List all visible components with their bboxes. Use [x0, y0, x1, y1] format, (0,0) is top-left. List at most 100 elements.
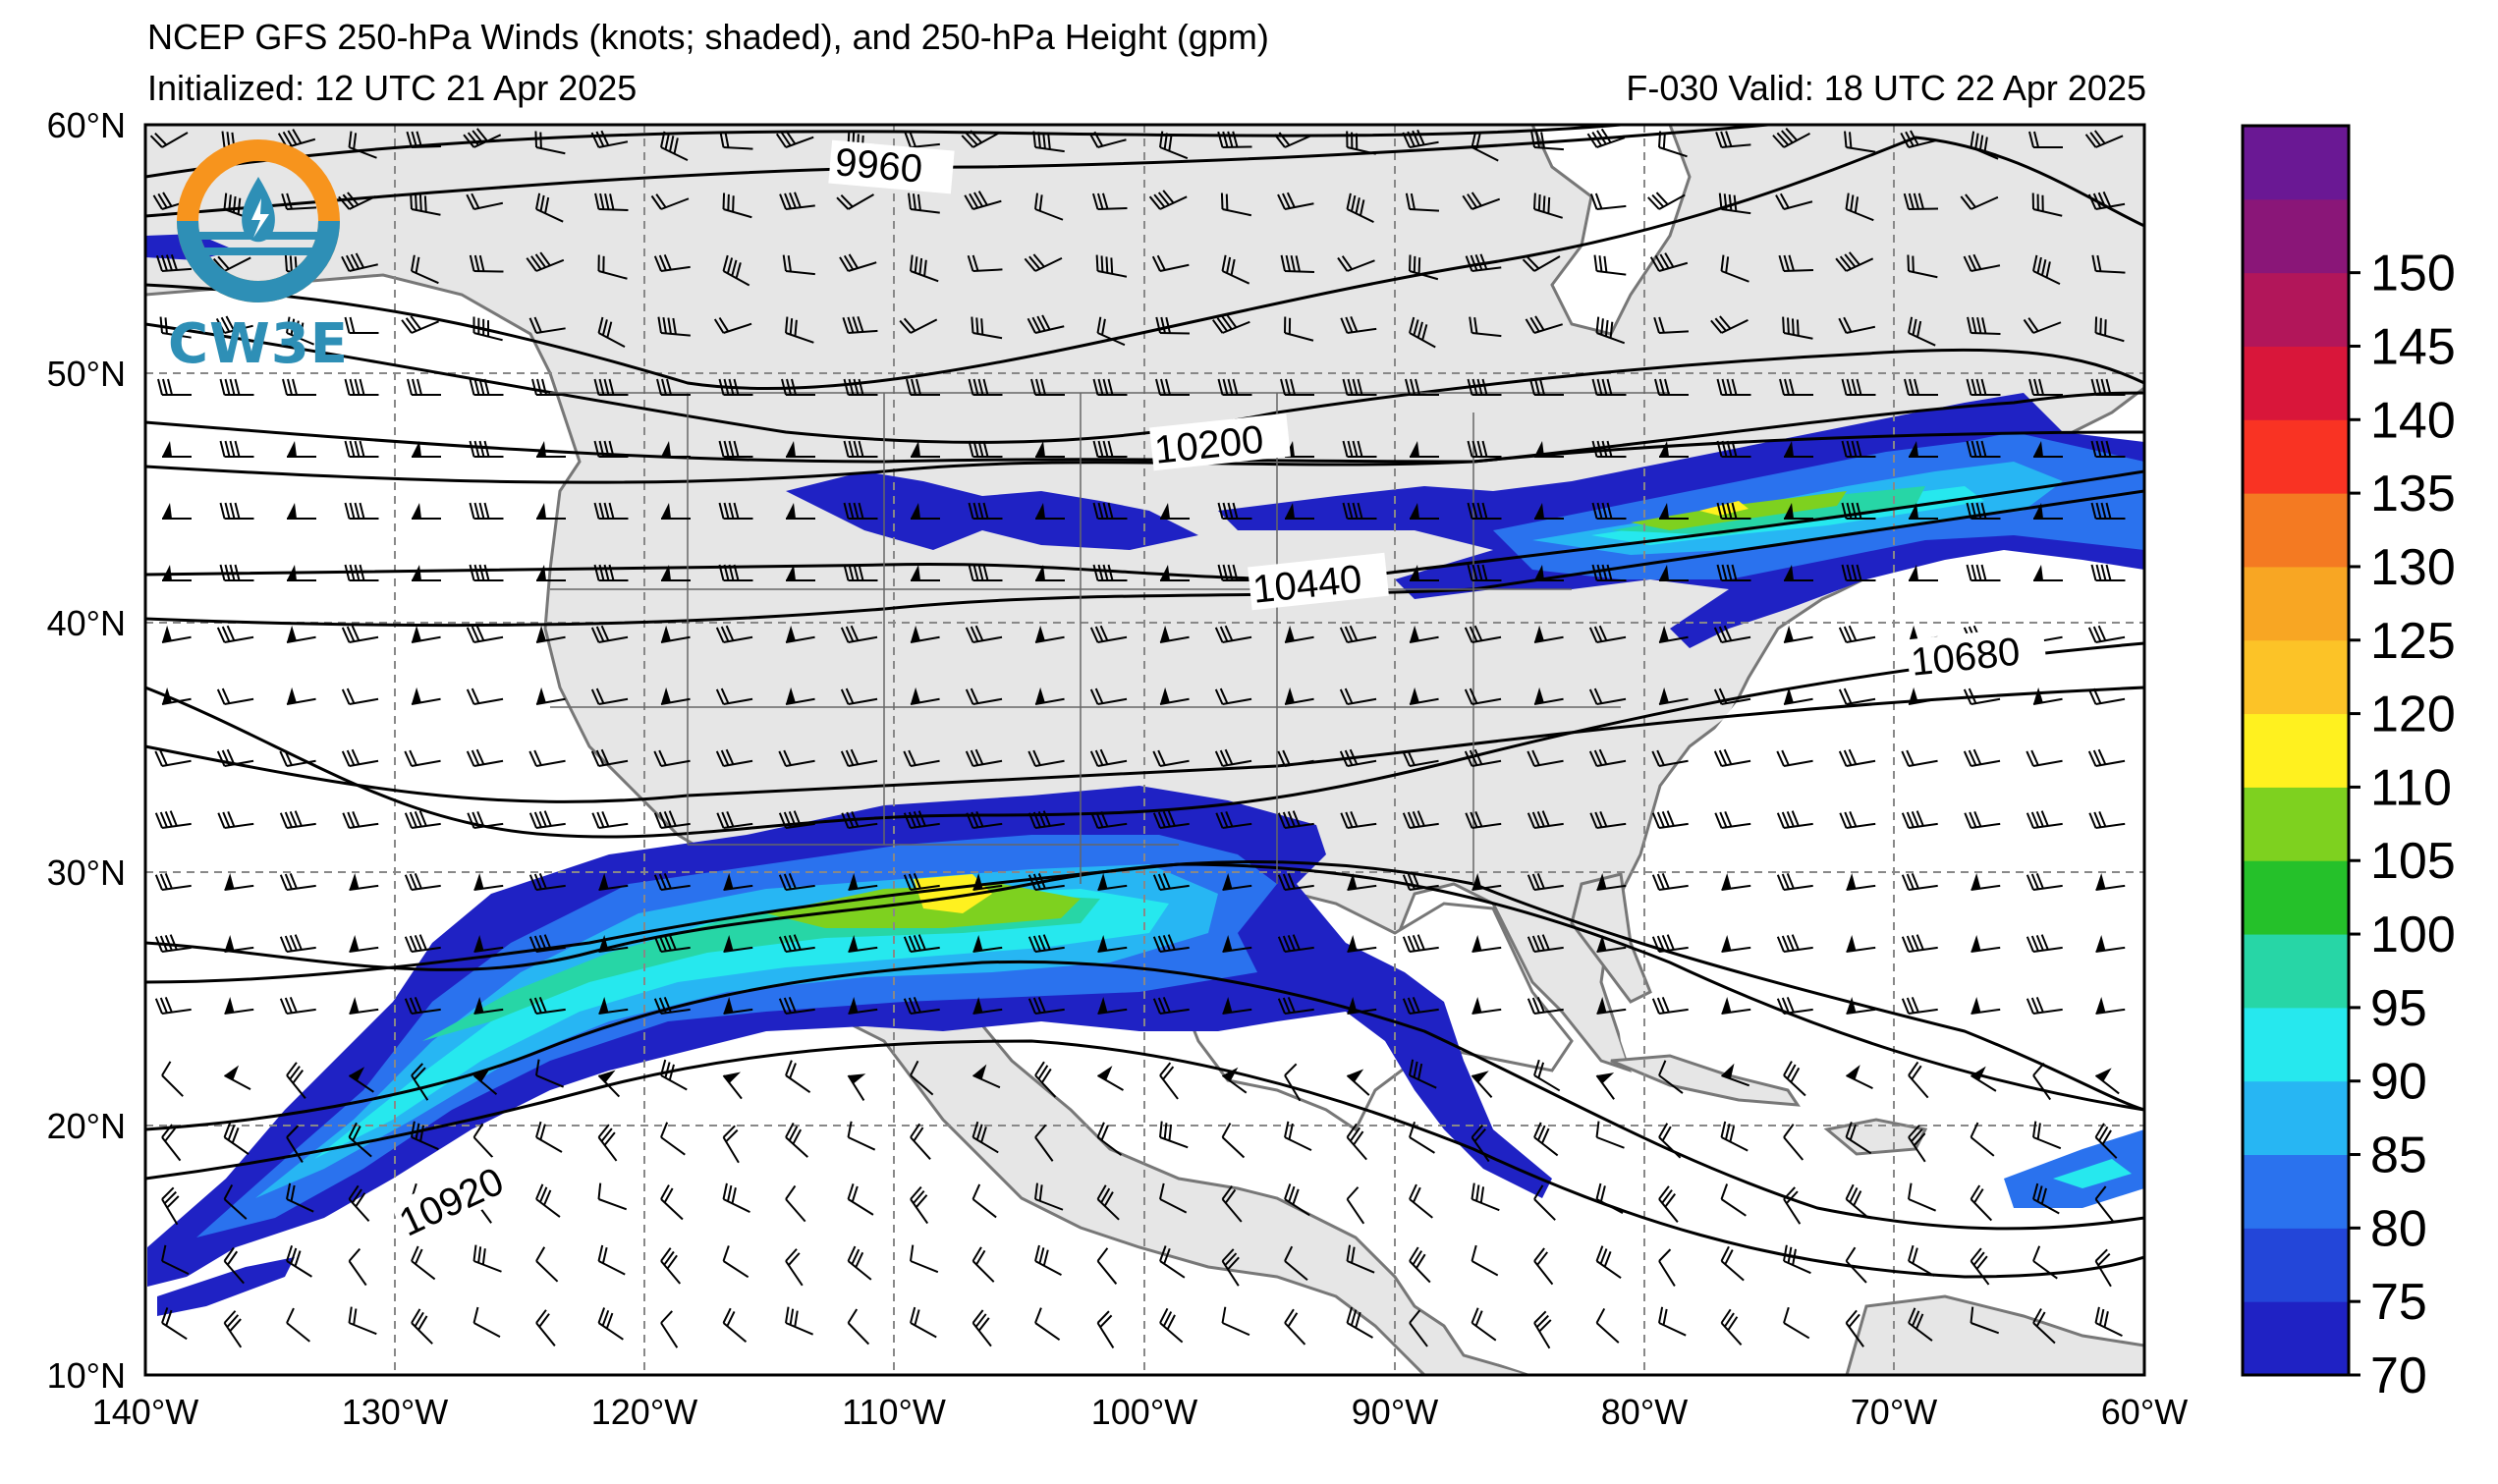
wind-barb — [281, 192, 317, 210]
wind-barb — [1713, 687, 1751, 705]
wind-barb — [972, 1064, 1001, 1089]
wind-barb — [1089, 748, 1128, 767]
wind-barb — [1783, 1244, 1811, 1275]
wind-barb — [348, 1247, 367, 1287]
wind-barb — [843, 564, 878, 581]
wind-barb — [1274, 132, 1312, 148]
wind-barb — [528, 934, 566, 953]
wind-barb — [1159, 1121, 1189, 1149]
wind-barb — [1654, 378, 1689, 396]
wind-barb — [161, 687, 192, 705]
wind-barb — [1596, 997, 1627, 1015]
wind-barb — [1148, 190, 1188, 210]
wind-barb — [287, 565, 316, 581]
wind-barb — [1908, 1125, 1926, 1163]
wind-barb — [1409, 1059, 1437, 1089]
wind-barb — [528, 316, 566, 334]
wind-barb — [286, 1245, 312, 1278]
wind-barb — [212, 255, 251, 272]
wind-barb — [279, 996, 316, 1015]
wind-barb — [1647, 192, 1686, 210]
wind-barb — [1467, 502, 1502, 520]
wind-barb — [404, 749, 441, 767]
wind-barb — [1409, 1246, 1431, 1284]
wind-barb — [341, 625, 379, 643]
wind-barb — [785, 625, 815, 643]
wind-barb — [526, 251, 565, 272]
wind-barb — [535, 1183, 561, 1218]
wind-barb — [966, 810, 1003, 829]
wind-barb — [903, 934, 940, 953]
wind-barb — [843, 378, 878, 396]
lon-label-90w: 90°W — [1352, 1392, 1438, 1432]
wind-barb — [660, 1184, 684, 1221]
wind-barb — [1778, 254, 1814, 272]
wind-barb — [719, 131, 753, 150]
wind-barb — [344, 378, 379, 396]
wind-barb — [1405, 378, 1439, 396]
wind-barb — [1533, 687, 1564, 705]
wind-barb — [2094, 1306, 2123, 1338]
wind-barb — [1471, 1244, 1499, 1277]
colorbar-tick-label: 70 — [2370, 1347, 2427, 1404]
lon-label-120w: 120°W — [591, 1392, 697, 1432]
wind-barb — [404, 872, 441, 891]
wind-barb — [411, 1308, 433, 1345]
wind-barb — [594, 192, 629, 212]
wind-barb — [1966, 378, 2001, 396]
wind-barb — [1908, 1307, 1933, 1342]
wind-barb — [593, 378, 629, 396]
wind-barb — [1971, 997, 2001, 1015]
wind-barb — [1908, 1061, 1929, 1099]
wind-barb — [1907, 254, 1938, 279]
wind-barb — [847, 1183, 874, 1216]
wind-barb — [154, 872, 192, 891]
wind-barb — [1027, 872, 1065, 891]
wind-barb — [840, 625, 878, 643]
wind-barb — [1963, 687, 2001, 705]
wind-barb — [660, 687, 691, 705]
wind-barb — [1159, 687, 1190, 705]
wind-barb — [1096, 1122, 1123, 1156]
wind-barb — [653, 810, 691, 829]
wind-barb — [1909, 441, 1938, 458]
wind-barb — [1346, 1244, 1375, 1274]
colorbar-segment — [2243, 787, 2349, 861]
wind-barb — [286, 1307, 310, 1343]
wind-barb — [1159, 1245, 1186, 1279]
wind-barb — [2094, 1248, 2112, 1288]
wind-barb — [2090, 378, 2126, 396]
wind-barb — [1835, 251, 1874, 272]
wind-barb — [161, 1124, 182, 1162]
wind-barb — [1783, 1124, 1804, 1161]
wind-barb — [469, 502, 504, 520]
wind-barb — [590, 625, 629, 643]
wind-barb — [2088, 810, 2126, 829]
wind-barb — [1586, 128, 1626, 148]
wind-barb — [1346, 131, 1376, 155]
wind-barb — [1721, 1063, 1750, 1087]
colorbar-segment — [2243, 198, 2349, 274]
wind-barb — [279, 872, 316, 891]
wind-barbs — [149, 128, 2126, 1349]
wind-barb — [1591, 378, 1627, 396]
wind-barb — [2023, 317, 2062, 334]
wind-barb — [2028, 378, 2063, 396]
wind-barb — [971, 1121, 999, 1154]
wind-barb — [1846, 997, 1876, 1015]
wind-barb — [1534, 441, 1564, 458]
wind-barb — [467, 810, 504, 829]
wind-barb — [1658, 1248, 1676, 1287]
wind-barb — [1471, 1182, 1500, 1212]
wind-barb — [2032, 1182, 2060, 1215]
lat-label-10n: 10°N — [47, 1355, 126, 1396]
wind-barb — [785, 1122, 808, 1158]
wind-barb — [1340, 315, 1377, 334]
wind-barb — [157, 378, 192, 396]
wind-barb — [1277, 934, 1314, 953]
wind-barb — [411, 254, 439, 285]
wind-barb — [223, 1310, 243, 1348]
wind-barb — [411, 1063, 429, 1101]
wind-barb — [1838, 748, 1876, 767]
colorbar-tick-label: 125 — [2370, 613, 2456, 670]
